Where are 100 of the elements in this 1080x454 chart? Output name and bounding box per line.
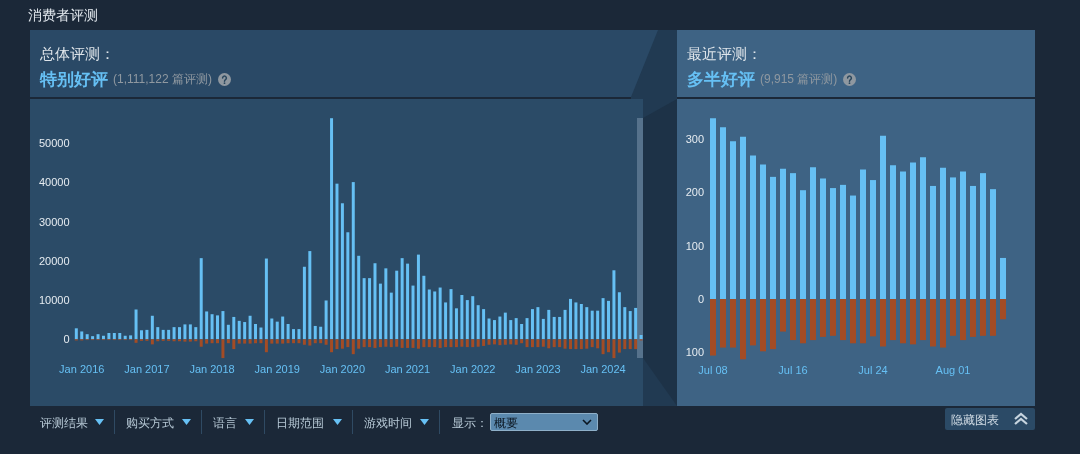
bar [112,333,116,340]
bar [254,339,258,344]
text: 消费者评测 [28,7,98,25]
bar [248,315,252,340]
bar [850,195,856,300]
bar [574,302,578,340]
bar [740,299,746,360]
bar [503,339,507,345]
bar [514,339,518,345]
bar [264,339,268,353]
bar [199,339,203,347]
bar [514,318,518,340]
bar [612,270,616,340]
bar [536,307,540,340]
bar [460,294,464,340]
bar [340,203,344,340]
y-tick-label: 40000 [39,176,70,189]
bar [96,334,100,340]
bar [590,339,594,348]
bar [406,339,410,348]
bar [351,339,355,355]
bar [790,173,796,300]
bar [623,307,627,340]
bar [525,339,529,348]
text: 显示： [452,415,488,432]
bar [960,299,966,341]
bar [617,339,621,353]
bar [129,335,133,340]
bar [760,299,766,352]
bar [80,331,84,340]
bar [498,316,502,340]
dropdown-button: 语言 [203,410,265,434]
chart-title: 总体评测： [40,45,115,64]
bar [800,190,806,300]
bar [820,178,826,300]
bar [569,339,572,350]
bar [920,299,926,341]
y-tick-label: 0 [63,333,70,346]
bar [710,299,716,356]
bar [368,278,372,340]
bar [850,299,856,344]
bar [340,339,344,349]
bar [471,296,475,340]
bar [579,339,583,350]
bar [308,339,312,346]
bar [900,171,906,300]
bar [930,185,936,300]
bar [1000,299,1006,320]
bar [487,339,491,345]
bar [427,289,431,340]
y-tick-label: 0 [697,293,704,306]
bar [362,339,366,348]
bar [270,339,274,344]
bar [830,299,836,336]
bar [760,164,766,300]
bar [730,299,736,348]
bar [335,183,339,340]
bar [750,299,756,346]
bar [623,339,627,350]
bar [454,339,458,348]
bar [150,315,154,340]
bar [433,291,437,340]
bar [232,339,236,350]
text: (9,915 篇评测) [760,70,838,88]
bar [940,167,946,300]
bar [880,135,886,300]
bar [628,311,632,340]
bar [438,287,442,340]
bar [860,299,866,344]
x-tick-label: Jul 08 [698,363,728,376]
bar [297,339,301,344]
bar [297,329,301,340]
hide-button: 隐藏图表 [945,408,1035,430]
y-tick-label: 10000 [39,294,70,307]
bar [319,339,323,344]
x-tick-label: Jan 2024 [580,362,626,375]
bar [335,339,339,350]
bar [940,299,946,348]
bar [482,309,486,340]
bar [107,333,111,340]
bar [308,251,312,340]
bar [579,304,583,340]
bar [161,329,165,340]
bar [520,339,524,344]
bar [980,299,986,336]
bar [890,299,896,341]
bar [319,326,323,340]
bar [346,232,350,340]
bar [558,316,562,340]
bar [990,189,996,300]
bar [330,118,334,340]
bar [454,308,458,340]
bar [980,173,986,300]
bar [449,289,453,340]
bar [259,339,263,344]
y-tick-label: 100 [685,346,704,359]
bar [634,339,638,350]
bar [221,311,225,340]
bar [601,339,605,355]
bar [259,327,263,340]
